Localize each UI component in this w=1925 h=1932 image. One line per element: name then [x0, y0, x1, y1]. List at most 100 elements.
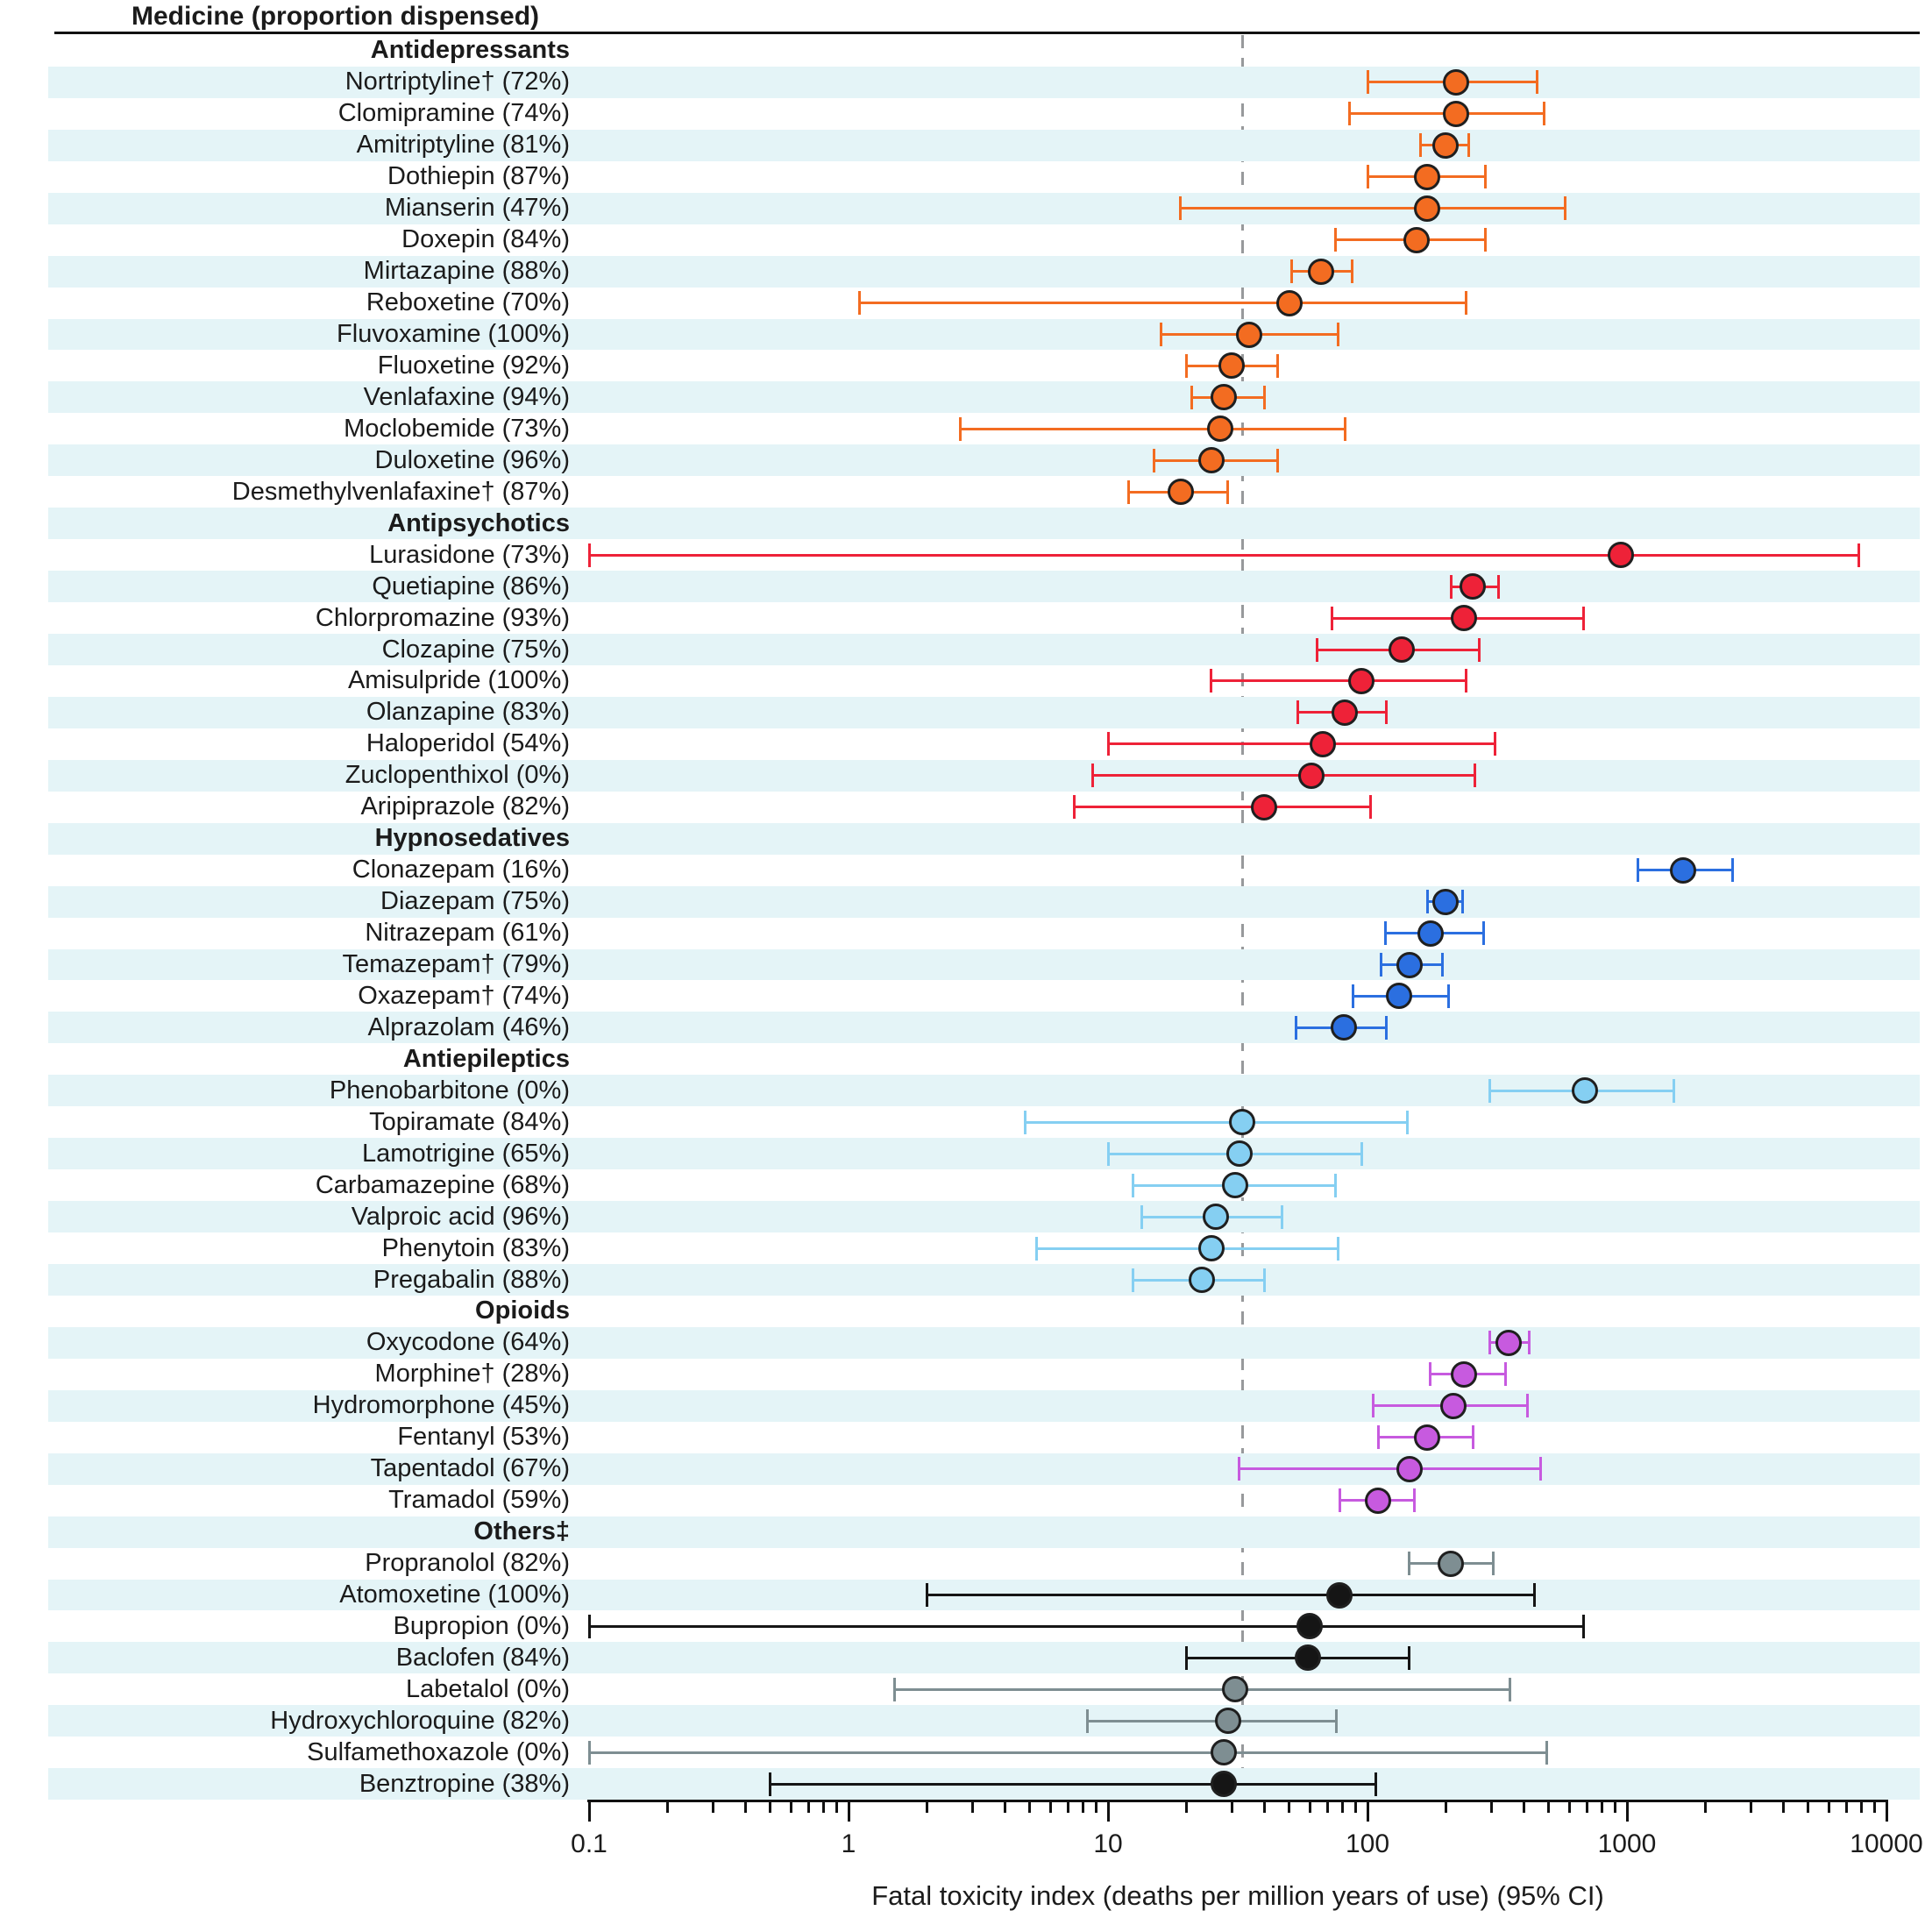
ci-cap-right — [1484, 228, 1488, 252]
row-shade-band — [48, 66, 1920, 98]
medicine-label: Moclobemide (73%) — [344, 414, 570, 443]
ci-plot-area — [589, 1359, 1886, 1390]
medicine-row: Doxepin (84%) — [0, 224, 1925, 256]
ci-line — [1074, 806, 1371, 809]
ci-plot-area — [589, 351, 1886, 382]
point-estimate-dot — [1460, 573, 1487, 600]
point-estimate-dot — [1206, 416, 1233, 443]
ci-line — [960, 427, 1346, 430]
ci-cap-left — [925, 1583, 928, 1608]
ci-line — [589, 1624, 1584, 1628]
point-estimate-dot — [1309, 730, 1336, 757]
row-shade-band — [48, 948, 1920, 981]
ci-cap-left — [587, 1614, 591, 1638]
point-estimate-dot — [1450, 1360, 1477, 1388]
ci-cap-left — [1418, 133, 1422, 158]
axis-major-tick — [1625, 1802, 1629, 1822]
point-estimate-dot — [1214, 1708, 1241, 1735]
point-estimate-dot — [1432, 888, 1460, 915]
ci-plot-area — [589, 381, 1886, 413]
point-estimate-dot — [1608, 542, 1635, 569]
point-estimate-dot — [1222, 1172, 1249, 1199]
axis-minor-tick — [1308, 1802, 1311, 1813]
ci-cap-right — [1581, 606, 1585, 630]
axis-minor-tick — [1547, 1802, 1551, 1813]
axis-minor-tick — [1522, 1802, 1525, 1813]
point-estimate-dot — [1229, 1109, 1256, 1136]
ci-cap-right — [1281, 1204, 1284, 1229]
ci-cap-right — [1408, 1645, 1411, 1670]
ci-cap-left — [1184, 1645, 1188, 1670]
row-shade-band — [48, 759, 1920, 792]
ci-cap-left — [1294, 1015, 1297, 1040]
ci-cap-left — [1179, 196, 1182, 221]
medicine-label: Temazepam† (79%) — [342, 950, 571, 979]
ci-cap-left — [587, 1740, 591, 1765]
ci-plot-area — [589, 949, 1886, 981]
ci-plot-area — [589, 1642, 1886, 1673]
axis-minor-tick — [1844, 1802, 1848, 1813]
ci-plot-area — [589, 288, 1886, 319]
ci-plot-area — [589, 665, 1886, 697]
medicine-label: Haloperidol (54%) — [366, 729, 570, 758]
ci-cap-left — [1488, 1331, 1491, 1355]
ci-cap-right — [1360, 1141, 1363, 1166]
ci-cap-left — [1429, 1362, 1432, 1387]
axis-tick-label: 10 — [1093, 1829, 1123, 1858]
ci-plot-area — [589, 98, 1886, 130]
axis-minor-tick — [1781, 1802, 1785, 1813]
medicine-label: Clozapine (75%) — [381, 635, 570, 664]
ci-cap-right — [1446, 984, 1450, 1008]
medicine-label: Pregabalin (88%) — [373, 1265, 570, 1294]
ci-cap-right — [1343, 416, 1346, 441]
ci-cap-left — [1238, 1457, 1241, 1481]
ci-cap-left — [1316, 637, 1319, 662]
ci-cap-right — [1564, 196, 1567, 221]
medicine-row: Lamotrigine (65%) — [0, 1138, 1925, 1170]
medicine-label: Labetalol (0%) — [406, 1674, 570, 1703]
medicine-row: Benztropine (38%) — [0, 1768, 1925, 1801]
point-estimate-dot — [1330, 1014, 1357, 1041]
ci-cap-left — [959, 416, 962, 441]
medicine-row: Desmethylvenlafaxine† (87%) — [0, 476, 1925, 508]
ci-plot-area — [589, 130, 1886, 161]
medicine-label: Lamotrigine (65%) — [362, 1139, 570, 1168]
ci-cap-left — [1380, 953, 1383, 977]
group-header-row: Antiepileptics — [0, 1043, 1925, 1075]
ci-line — [1211, 679, 1467, 683]
medicine-label: Olanzapine (83%) — [366, 698, 570, 727]
medicine-label: Sulfamethoxazole (0%) — [307, 1737, 570, 1766]
ci-plot-area — [589, 1012, 1886, 1043]
ci-cap-left — [1034, 1236, 1038, 1261]
ci-plot-area — [589, 1232, 1886, 1264]
ci-cap-right — [1581, 1614, 1585, 1638]
ci-plot-area — [589, 634, 1886, 665]
ci-cap-left — [1376, 1425, 1380, 1450]
medicine-label: Mianserin (47%) — [384, 194, 570, 223]
ci-cap-left — [1366, 70, 1369, 95]
point-estimate-dot — [1450, 605, 1477, 632]
ci-cap-right — [1275, 448, 1279, 472]
point-estimate-dot — [1348, 667, 1375, 694]
ci-cap-right — [1465, 291, 1468, 316]
ci-plot-area — [589, 886, 1886, 918]
axis-minor-tick — [1048, 1802, 1052, 1813]
group-header-label: Antidepressants — [370, 36, 570, 65]
medicine-row: Reboxetine (70%) — [0, 288, 1925, 319]
medicine-label: Atomoxetine (100%) — [339, 1580, 570, 1609]
medicine-row: Valproic acid (96%) — [0, 1201, 1925, 1233]
medicine-row: Amitriptyline (81%) — [0, 129, 1925, 161]
medicine-label: Propranolol (82%) — [365, 1549, 570, 1578]
axis-minor-tick — [1749, 1802, 1752, 1813]
ci-plot-area — [589, 444, 1886, 476]
medicine-label: Oxazepam† (74%) — [358, 981, 570, 1010]
axis-minor-tick — [1872, 1802, 1876, 1813]
ci-plot-area — [587, 1737, 1886, 1768]
ci-cap-right — [1384, 1015, 1388, 1040]
ci-plot-area — [589, 728, 1886, 760]
ci-cap-left — [857, 291, 861, 316]
medicine-label: Nortriptyline† (72%) — [345, 67, 570, 96]
figure-title: Medicine (proportion dispensed) — [131, 2, 540, 31]
point-estimate-dot — [1307, 258, 1334, 285]
